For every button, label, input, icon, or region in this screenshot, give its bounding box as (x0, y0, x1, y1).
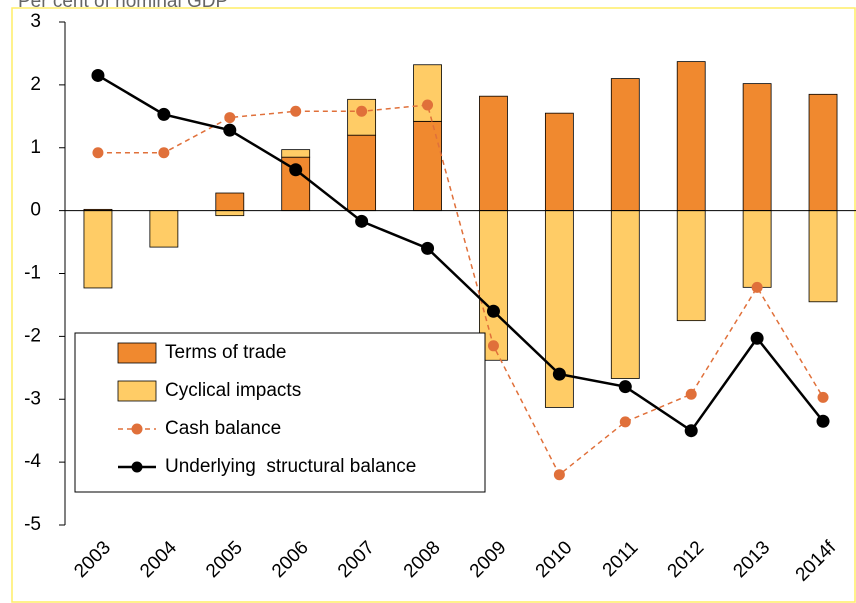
x-tick-label: 2006 (268, 537, 313, 582)
point (356, 105, 368, 117)
bar (808, 210, 838, 303)
point (224, 112, 236, 124)
point (290, 105, 302, 117)
point (619, 416, 631, 428)
legend-marker (131, 461, 143, 473)
point (223, 123, 237, 137)
x-tick-label: 2004 (136, 537, 181, 582)
point (751, 281, 763, 293)
bar (281, 156, 311, 212)
point (487, 340, 499, 352)
bar (742, 210, 772, 288)
y-tick-label: -5 (24, 514, 41, 535)
bar (676, 210, 706, 322)
x-tick-label: 2013 (729, 537, 774, 582)
y-tick-label: -2 (24, 325, 41, 346)
bar (215, 192, 245, 212)
point (91, 68, 105, 82)
legend-label: Terms of trade (165, 342, 286, 363)
line (97, 74, 825, 433)
legend-marker (131, 423, 143, 435)
y-tick-label: 3 (30, 11, 41, 32)
point (289, 163, 303, 177)
bar (413, 64, 442, 122)
point (92, 147, 104, 159)
point (421, 241, 435, 255)
line (97, 104, 824, 476)
y-tick-label: 0 (30, 200, 41, 221)
x-tick-label: 2008 (400, 537, 445, 582)
point (486, 304, 500, 318)
x-tick-label: 2005 (202, 537, 247, 582)
bar (215, 210, 245, 217)
bar (808, 93, 838, 212)
x-tick-label: 2011 (599, 537, 643, 581)
x-tick-label: 2012 (664, 537, 709, 582)
legend-swatch (117, 342, 157, 364)
bar (83, 210, 113, 289)
point (552, 367, 566, 381)
bar (742, 83, 772, 212)
chart-title: Per cent of nominal GDP (18, 0, 228, 12)
legend-label: Underlying structural balance (165, 456, 416, 477)
bar (347, 134, 377, 212)
y-tick-label: -3 (24, 388, 41, 409)
bar (149, 210, 179, 248)
y-tick-label: 2 (30, 74, 41, 95)
bar (610, 210, 640, 379)
point (157, 107, 171, 121)
bar (479, 95, 508, 212)
x-tick-label: 2003 (70, 537, 115, 582)
bar (610, 78, 640, 212)
y-tick-label: -4 (24, 451, 41, 472)
point (684, 424, 698, 438)
point (685, 388, 697, 400)
bar (347, 98, 377, 136)
x-tick-label: 2014f (792, 537, 841, 586)
frame (11, 7, 856, 603)
point (618, 380, 632, 394)
y-tick-label: 1 (30, 137, 41, 158)
legend-label: Cash balance (165, 418, 281, 439)
point (422, 99, 434, 111)
point (817, 391, 829, 403)
x-tick-label: 2010 (532, 537, 577, 582)
bar (413, 120, 442, 212)
legend-label: Cyclical impacts (165, 380, 301, 401)
bar (544, 112, 574, 212)
point (816, 414, 830, 428)
point (158, 147, 170, 159)
point (750, 331, 764, 345)
legend-swatch (117, 380, 157, 402)
bar (281, 149, 311, 158)
x-tick-label: 2009 (466, 537, 511, 582)
y-tick-label: -1 (24, 263, 41, 284)
bar (676, 61, 706, 212)
point (355, 214, 369, 228)
point (553, 469, 565, 481)
x-tick-label: 2007 (334, 537, 379, 582)
